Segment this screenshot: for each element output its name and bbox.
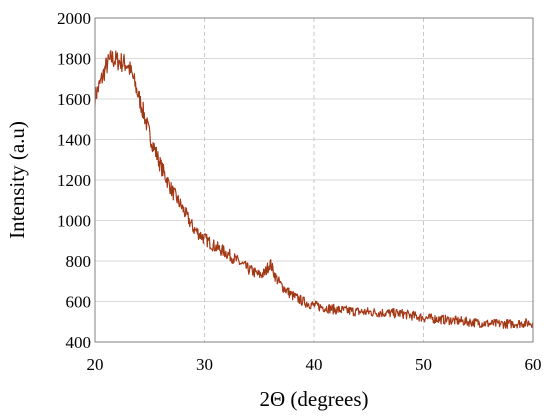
y-tick-label: 1400: [57, 131, 91, 150]
y-tick-label: 1800: [57, 50, 91, 69]
x-tick-label: 40: [306, 355, 323, 374]
x-tick-label: 50: [415, 355, 432, 374]
x-axis-label: 2Θ (degrees): [259, 387, 368, 411]
series-line: [94, 50, 534, 329]
x-tick-label: 20: [87, 355, 104, 374]
y-tick-label: 2000: [57, 9, 91, 28]
y-tick-label: 600: [66, 293, 92, 312]
y-tick-label: 1200: [57, 171, 91, 190]
x-tick-label: 30: [196, 355, 213, 374]
y-axis-label: Intensity (a.u): [5, 121, 29, 239]
plot-frame: [94, 17, 534, 343]
series-layer: [94, 50, 534, 329]
grid-lines: [95, 18, 533, 342]
tick-labels: 400 600 800 1000 1200 1400 1600 1800 2000 20 30 40 5…: [57, 9, 542, 374]
y-tick-label: 1000: [57, 212, 91, 231]
y-tick-label: 400: [66, 333, 92, 352]
y-tick-label: 1600: [57, 90, 91, 109]
y-tick-label: 800: [66, 252, 92, 271]
x-tick-label: 60: [525, 355, 542, 374]
